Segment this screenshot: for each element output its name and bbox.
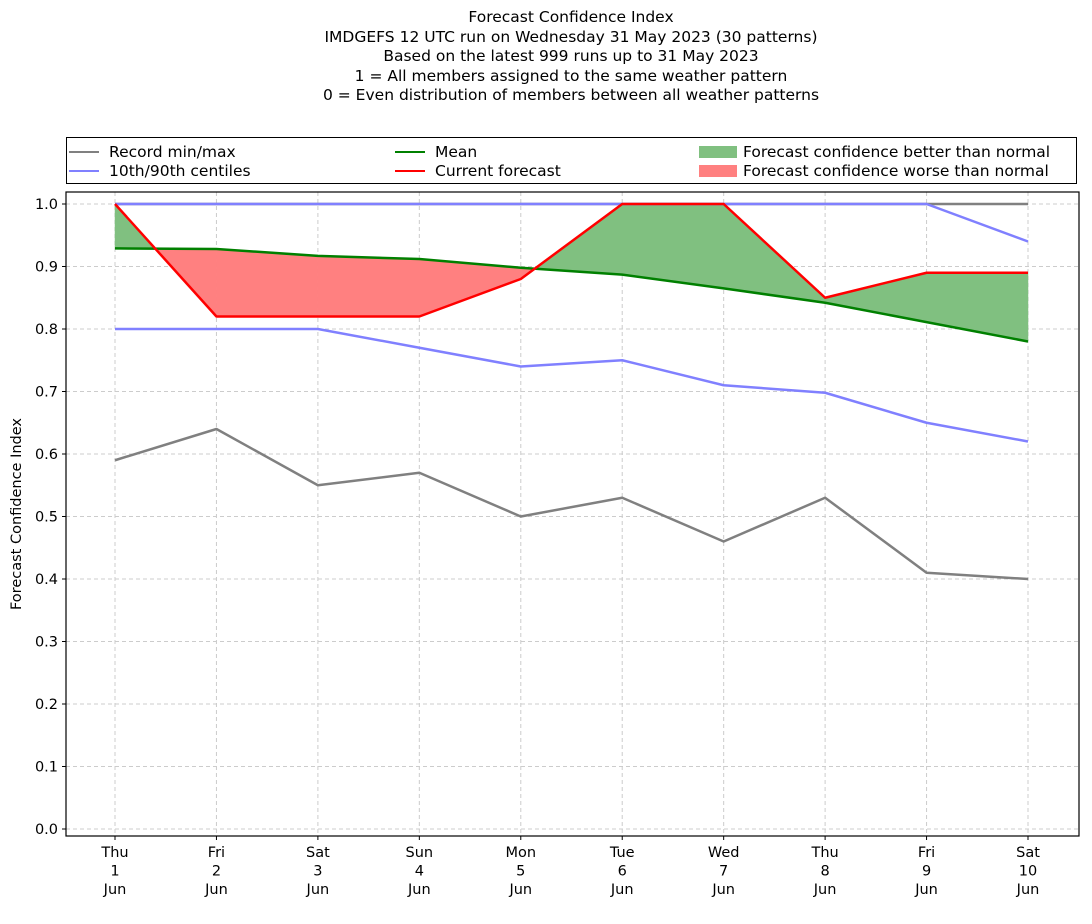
chart-subtitle-run: IMDGEFS 12 UTC run on Wednesday 31 May 2… [324, 27, 818, 46]
y-tick-label: 0.1 [35, 760, 58, 776]
x-tick-label: 10 [1019, 864, 1037, 880]
legend-label-current: Current forecast [435, 162, 561, 180]
y-tick-label: 0.0 [35, 822, 58, 838]
legend: Record min/max 10th/90th centiles Mean C… [66, 137, 1077, 184]
x-tick-label: Thu [100, 845, 128, 861]
x-tick-label: Jun [1016, 882, 1040, 898]
x-tick-label: 5 [516, 864, 525, 880]
legend-swatch-record [69, 151, 99, 153]
x-tick-label: Sun [406, 845, 434, 861]
legend-label-worse: Forecast confidence worse than normal [743, 162, 1049, 180]
y-tick-label: 0.4 [35, 572, 58, 588]
x-tick-label: 8 [820, 864, 829, 880]
chart-subtitle-scale-min: 0 = Even distribution of members between… [322, 86, 820, 104]
x-tick-label: Jun [508, 882, 532, 898]
legend-swatch-mean [395, 151, 425, 153]
chart-subtitle-basis: Based on the latest 999 runs up to 31 Ma… [383, 47, 759, 65]
x-tick-label: Jun [813, 882, 837, 898]
confidence-fills [114, 203, 1029, 342]
legend-label-mean: Mean [435, 143, 478, 161]
legend-swatch-current [395, 170, 425, 172]
y-tick-label: 0.8 [35, 322, 58, 338]
x-tick-label: Sat [1016, 845, 1040, 861]
chart-title: Forecast Confidence Index [468, 8, 674, 26]
plot-frame [65, 191, 1080, 837]
legend-item-worse: Forecast confidence worse than normal [699, 161, 1049, 181]
x-tick-label: Jun [204, 882, 228, 898]
x-tick-label: Fri [918, 845, 935, 861]
y-tick-label: 1.0 [35, 197, 58, 213]
y-tick-label: 0.7 [35, 385, 58, 401]
y-axis: 0.0 0.1 0.2 0.3 0.4 0.5 0.6 0.7 0.8 0.9 1.0 [35, 197, 66, 838]
x-tick-label: Tue [609, 845, 635, 861]
x-axis: Thu 1 Jun Fri 2 Jun Sat 3 Jun Sun 4 Jun Mon 5 Jun Tue 6 J… [100, 836, 1040, 898]
series-line-10th-centile [115, 327, 1029, 443]
legend-swatch-centiles [69, 170, 99, 172]
legend-swatch-worse [699, 165, 737, 177]
x-tick-label: Jun [103, 882, 127, 898]
y-tick-label: 0.9 [35, 260, 58, 276]
x-tick-label: 6 [618, 864, 627, 880]
x-tick-label: Jun [711, 882, 735, 898]
y-tick-label: 0.6 [35, 447, 58, 463]
chart-title-block: Forecast Confidence Index IMDGEFS 12 UTC… [0, 8, 1092, 106]
series-lines [114, 202, 1029, 581]
x-tick-label: Mon [505, 845, 536, 861]
y-tick-label: 0.2 [35, 697, 58, 713]
x-tick-label: Jun [610, 882, 634, 898]
x-tick-label: Jun [306, 882, 330, 898]
legend-item-better: Forecast confidence better than normal [699, 142, 1050, 162]
y-tick-label: 0.5 [35, 510, 58, 526]
x-tick-label: Fri [208, 845, 225, 861]
x-tick-label: 7 [719, 864, 728, 880]
y-axis-label: Forecast Confidence Index [9, 418, 25, 610]
x-tick-label: 2 [212, 864, 221, 880]
fill-worse-than-normal [216, 248, 319, 317]
x-tick-label: Wed [708, 845, 740, 861]
fill-worse-than-normal [317, 255, 420, 317]
x-tick-label: Sat [306, 845, 330, 861]
x-tick-label: Jun [407, 882, 431, 898]
x-tick-label: Thu [810, 845, 838, 861]
x-tick-label: Jun [914, 882, 938, 898]
x-tick-label: 9 [922, 864, 931, 880]
fill-better-than-normal [824, 272, 927, 323]
x-tick-label: 1 [110, 864, 119, 880]
series-line-record-min [114, 427, 1029, 581]
legend-label-centiles: 10th/90th centiles [109, 162, 251, 180]
series-line-mean [114, 247, 1029, 343]
x-tick-label: 4 [415, 864, 424, 880]
x-tick-label: 3 [313, 864, 322, 880]
series-line-90th-centile [115, 202, 1029, 243]
legend-label-record: Record min/max [109, 143, 236, 161]
legend-item-mean: Mean [395, 142, 477, 162]
legend-item-centiles: 10th/90th centiles [69, 161, 251, 181]
y-tick-label: 0.3 [35, 635, 58, 651]
legend-swatch-better [699, 146, 737, 158]
series-line-current-forecast [114, 202, 1028, 318]
legend-item-record: Record min/max [69, 142, 236, 162]
legend-item-current: Current forecast [395, 161, 561, 181]
legend-label-better: Forecast confidence better than normal [743, 143, 1051, 161]
chart-subtitle-scale-max: 1 = All members assigned to the same wea… [354, 66, 788, 85]
